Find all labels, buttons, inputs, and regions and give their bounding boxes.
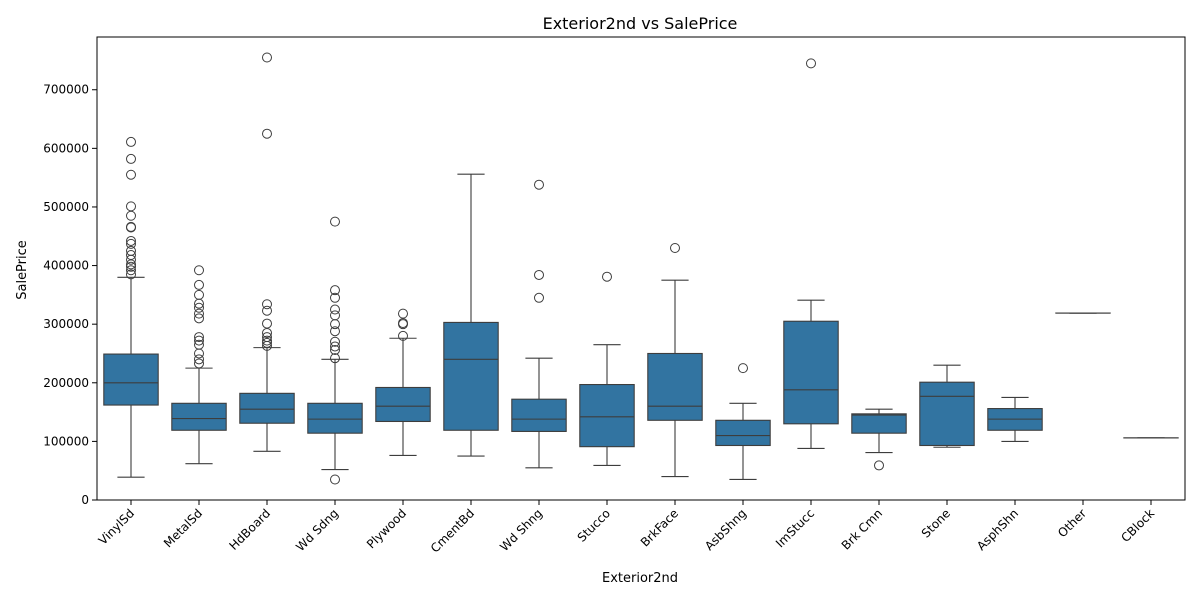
x-tick-label: VinylSd <box>96 506 137 547</box>
outlier-point <box>127 137 136 146</box>
box-iqr <box>104 354 158 405</box>
box-iqr <box>716 420 770 445</box>
x-tick-label: ImStucc <box>773 506 817 550</box>
outlier-point <box>739 364 748 373</box>
y-tick-label: 300000 <box>43 317 89 331</box>
x-tick-label: AsphShn <box>974 506 1021 553</box>
outlier-point <box>535 180 544 189</box>
y-tick-label: 0 <box>81 493 89 507</box>
box-plywood <box>376 309 430 455</box>
outlier-point <box>331 305 340 314</box>
y-axis-title: SalePrice <box>15 240 30 300</box>
box-iqr <box>852 414 906 433</box>
box-iqr <box>444 322 498 430</box>
y-tick-label: 700000 <box>43 83 89 97</box>
outlier-point <box>535 270 544 279</box>
x-tick-label: HdBoard <box>227 506 274 553</box>
outlier-point <box>331 320 340 329</box>
x-tick-label: Plywood <box>364 506 409 551</box>
outlier-point <box>875 461 884 470</box>
box-iqr <box>920 382 974 445</box>
outlier-point <box>263 53 272 62</box>
outlier-point <box>807 59 816 68</box>
box-iqr <box>376 387 430 421</box>
chart-title: Exterior2nd vs SalePrice <box>543 14 738 33</box>
outlier-point <box>127 222 136 231</box>
x-tick-label: Wd Sdng <box>293 506 341 554</box>
box-iqr <box>784 321 838 424</box>
box-iqr <box>172 403 226 430</box>
x-tick-label: CBlock <box>1118 506 1157 545</box>
outlier-point <box>263 300 272 309</box>
y-tick-label: 500000 <box>43 200 89 214</box>
box-vinylsd <box>104 137 158 477</box>
outlier-point <box>127 154 136 163</box>
box-iqr <box>240 393 294 423</box>
outlier-point <box>195 266 204 275</box>
outlier-point <box>127 211 136 220</box>
outlier-point <box>399 309 408 318</box>
x-tick-label: Wd Shng <box>497 506 545 554</box>
outlier-point <box>331 217 340 226</box>
box-hdboard <box>240 53 294 451</box>
outlier-point <box>127 202 136 211</box>
outlier-point <box>331 475 340 484</box>
outlier-point <box>535 293 544 302</box>
x-tick-label: CmentBd <box>428 506 477 555</box>
box-iqr <box>308 403 362 433</box>
y-tick-label: 100000 <box>43 434 89 448</box>
box-stone <box>920 365 974 447</box>
outlier-point <box>263 319 272 328</box>
box-imstucc <box>784 59 838 449</box>
plot-area: 0 100000 200000 300000 400000 500000 600000 700… <box>43 37 1185 555</box>
box-metalsd <box>172 266 226 464</box>
y-tick-label: 400000 <box>43 259 89 273</box>
box-asphshn <box>988 397 1042 441</box>
x-tick-label: Brk Cmn <box>839 506 885 552</box>
x-tick-label: Stone <box>919 506 953 540</box>
x-tick-label: MetalSd <box>161 506 205 550</box>
x-tick-label: Other <box>1055 506 1089 540</box>
outlier-point <box>671 243 680 252</box>
outlier-point <box>195 290 204 299</box>
x-tick-label: Stucco <box>575 506 614 545</box>
outlier-point <box>603 272 612 281</box>
y-tick-label: 200000 <box>43 376 89 390</box>
outlier-point <box>195 349 204 358</box>
x-axis-title: Exterior2nd <box>602 571 678 586</box>
box-iqr <box>648 353 702 420</box>
box-stucco <box>580 272 634 465</box>
box-brkface <box>648 243 702 476</box>
box-wd-sdng <box>308 217 362 484</box>
outlier-point <box>195 280 204 289</box>
box-brk-cmn <box>852 409 906 470</box>
outlier-point <box>263 129 272 138</box>
box-cmentbd <box>444 174 498 456</box>
box-iqr <box>580 385 634 447</box>
x-tick-label: BrkFace <box>638 506 681 549</box>
y-tick-label: 600000 <box>43 141 89 155</box>
box-wd-shng <box>512 180 566 468</box>
x-tick-label: AsbShng <box>702 506 749 553</box>
box-asbshng <box>716 364 770 480</box>
box-iqr <box>512 399 566 431</box>
outlier-point <box>127 170 136 179</box>
